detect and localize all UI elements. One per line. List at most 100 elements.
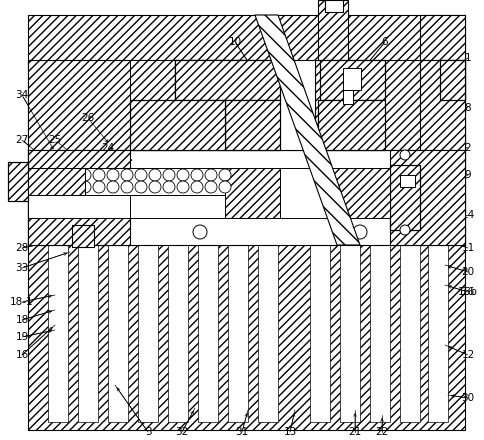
Circle shape [79, 169, 91, 181]
Text: 10: 10 [228, 37, 242, 47]
Bar [370, 244, 390, 422]
Text: 1: 1 [465, 53, 471, 63]
Circle shape [400, 150, 410, 160]
Bar [78, 244, 98, 422]
Circle shape [121, 169, 133, 181]
Text: 6: 6 [382, 37, 388, 47]
Bar [310, 244, 330, 422]
Text: 14: 14 [461, 210, 475, 220]
Circle shape [353, 225, 367, 239]
Circle shape [107, 169, 119, 181]
Polygon shape [420, 60, 465, 150]
Circle shape [93, 169, 105, 181]
Bar [343, 90, 353, 104]
Bar [325, 0, 343, 12]
Bar [138, 244, 158, 422]
Polygon shape [28, 168, 245, 195]
Polygon shape [28, 168, 85, 195]
Circle shape [163, 169, 175, 181]
Circle shape [193, 225, 207, 239]
Polygon shape [225, 168, 280, 218]
Polygon shape [8, 162, 28, 201]
Text: 2: 2 [465, 143, 471, 153]
Bar [168, 244, 188, 422]
Bar [72, 225, 94, 247]
Polygon shape [175, 60, 245, 100]
Bar [108, 244, 128, 422]
Circle shape [400, 225, 410, 235]
Circle shape [135, 181, 147, 193]
Text: 18: 18 [15, 315, 29, 325]
Circle shape [205, 181, 217, 193]
Bar [400, 244, 420, 422]
Polygon shape [28, 240, 465, 430]
Circle shape [149, 169, 161, 181]
Text: 27: 27 [15, 135, 29, 145]
Text: 3: 3 [145, 427, 151, 437]
Text: 20: 20 [461, 267, 475, 277]
Bar [228, 244, 248, 422]
Circle shape [149, 181, 161, 193]
Circle shape [177, 169, 189, 181]
Bar [340, 244, 360, 422]
Polygon shape [130, 60, 245, 150]
Polygon shape [225, 100, 280, 150]
Text: 15: 15 [191, 80, 205, 90]
Text: 26: 26 [81, 113, 95, 123]
Polygon shape [255, 15, 360, 245]
Text: 21: 21 [348, 427, 362, 437]
Circle shape [93, 181, 105, 193]
Text: 11: 11 [461, 243, 475, 253]
Polygon shape [28, 15, 465, 245]
Text: 7: 7 [282, 45, 288, 55]
Bar [343, 68, 361, 90]
Text: 30: 30 [461, 393, 475, 403]
Text: 33: 33 [15, 263, 29, 273]
Polygon shape [318, 100, 385, 150]
Circle shape [135, 169, 147, 181]
Text: 34: 34 [15, 90, 29, 100]
Polygon shape [130, 100, 225, 150]
Polygon shape [390, 150, 465, 245]
Bar [400, 175, 415, 187]
Text: 32: 32 [175, 427, 189, 437]
Circle shape [191, 169, 203, 181]
Text: 24: 24 [101, 143, 115, 153]
Polygon shape [28, 60, 245, 150]
Polygon shape [320, 60, 385, 100]
Polygon shape [245, 60, 315, 150]
Bar [258, 244, 278, 422]
Bar [8, 162, 28, 201]
Text: 18-1: 18-1 [10, 297, 34, 307]
Polygon shape [420, 15, 465, 60]
Polygon shape [318, 0, 348, 60]
Bar [48, 244, 68, 422]
Polygon shape [28, 150, 465, 245]
Polygon shape [390, 165, 420, 230]
Circle shape [205, 169, 217, 181]
Text: 29: 29 [155, 103, 168, 113]
Polygon shape [130, 168, 390, 218]
Circle shape [191, 181, 203, 193]
Polygon shape [175, 60, 280, 100]
Circle shape [79, 181, 91, 193]
Text: 13: 13 [283, 427, 297, 437]
Text: 19: 19 [15, 332, 29, 342]
Text: 28: 28 [15, 243, 29, 253]
Polygon shape [315, 60, 465, 150]
Polygon shape [28, 150, 130, 245]
Polygon shape [330, 168, 390, 218]
Text: 8: 8 [465, 103, 471, 113]
Bar [428, 244, 448, 422]
Text: 31: 31 [235, 427, 249, 437]
Polygon shape [440, 60, 465, 100]
Circle shape [107, 181, 119, 193]
Circle shape [177, 181, 189, 193]
Polygon shape [28, 195, 130, 218]
Text: 22: 22 [376, 427, 389, 437]
Text: 16b: 16b [458, 287, 478, 297]
Bar [198, 244, 218, 422]
Text: 9: 9 [465, 170, 471, 180]
Text: 25: 25 [48, 135, 61, 145]
Circle shape [163, 181, 175, 193]
